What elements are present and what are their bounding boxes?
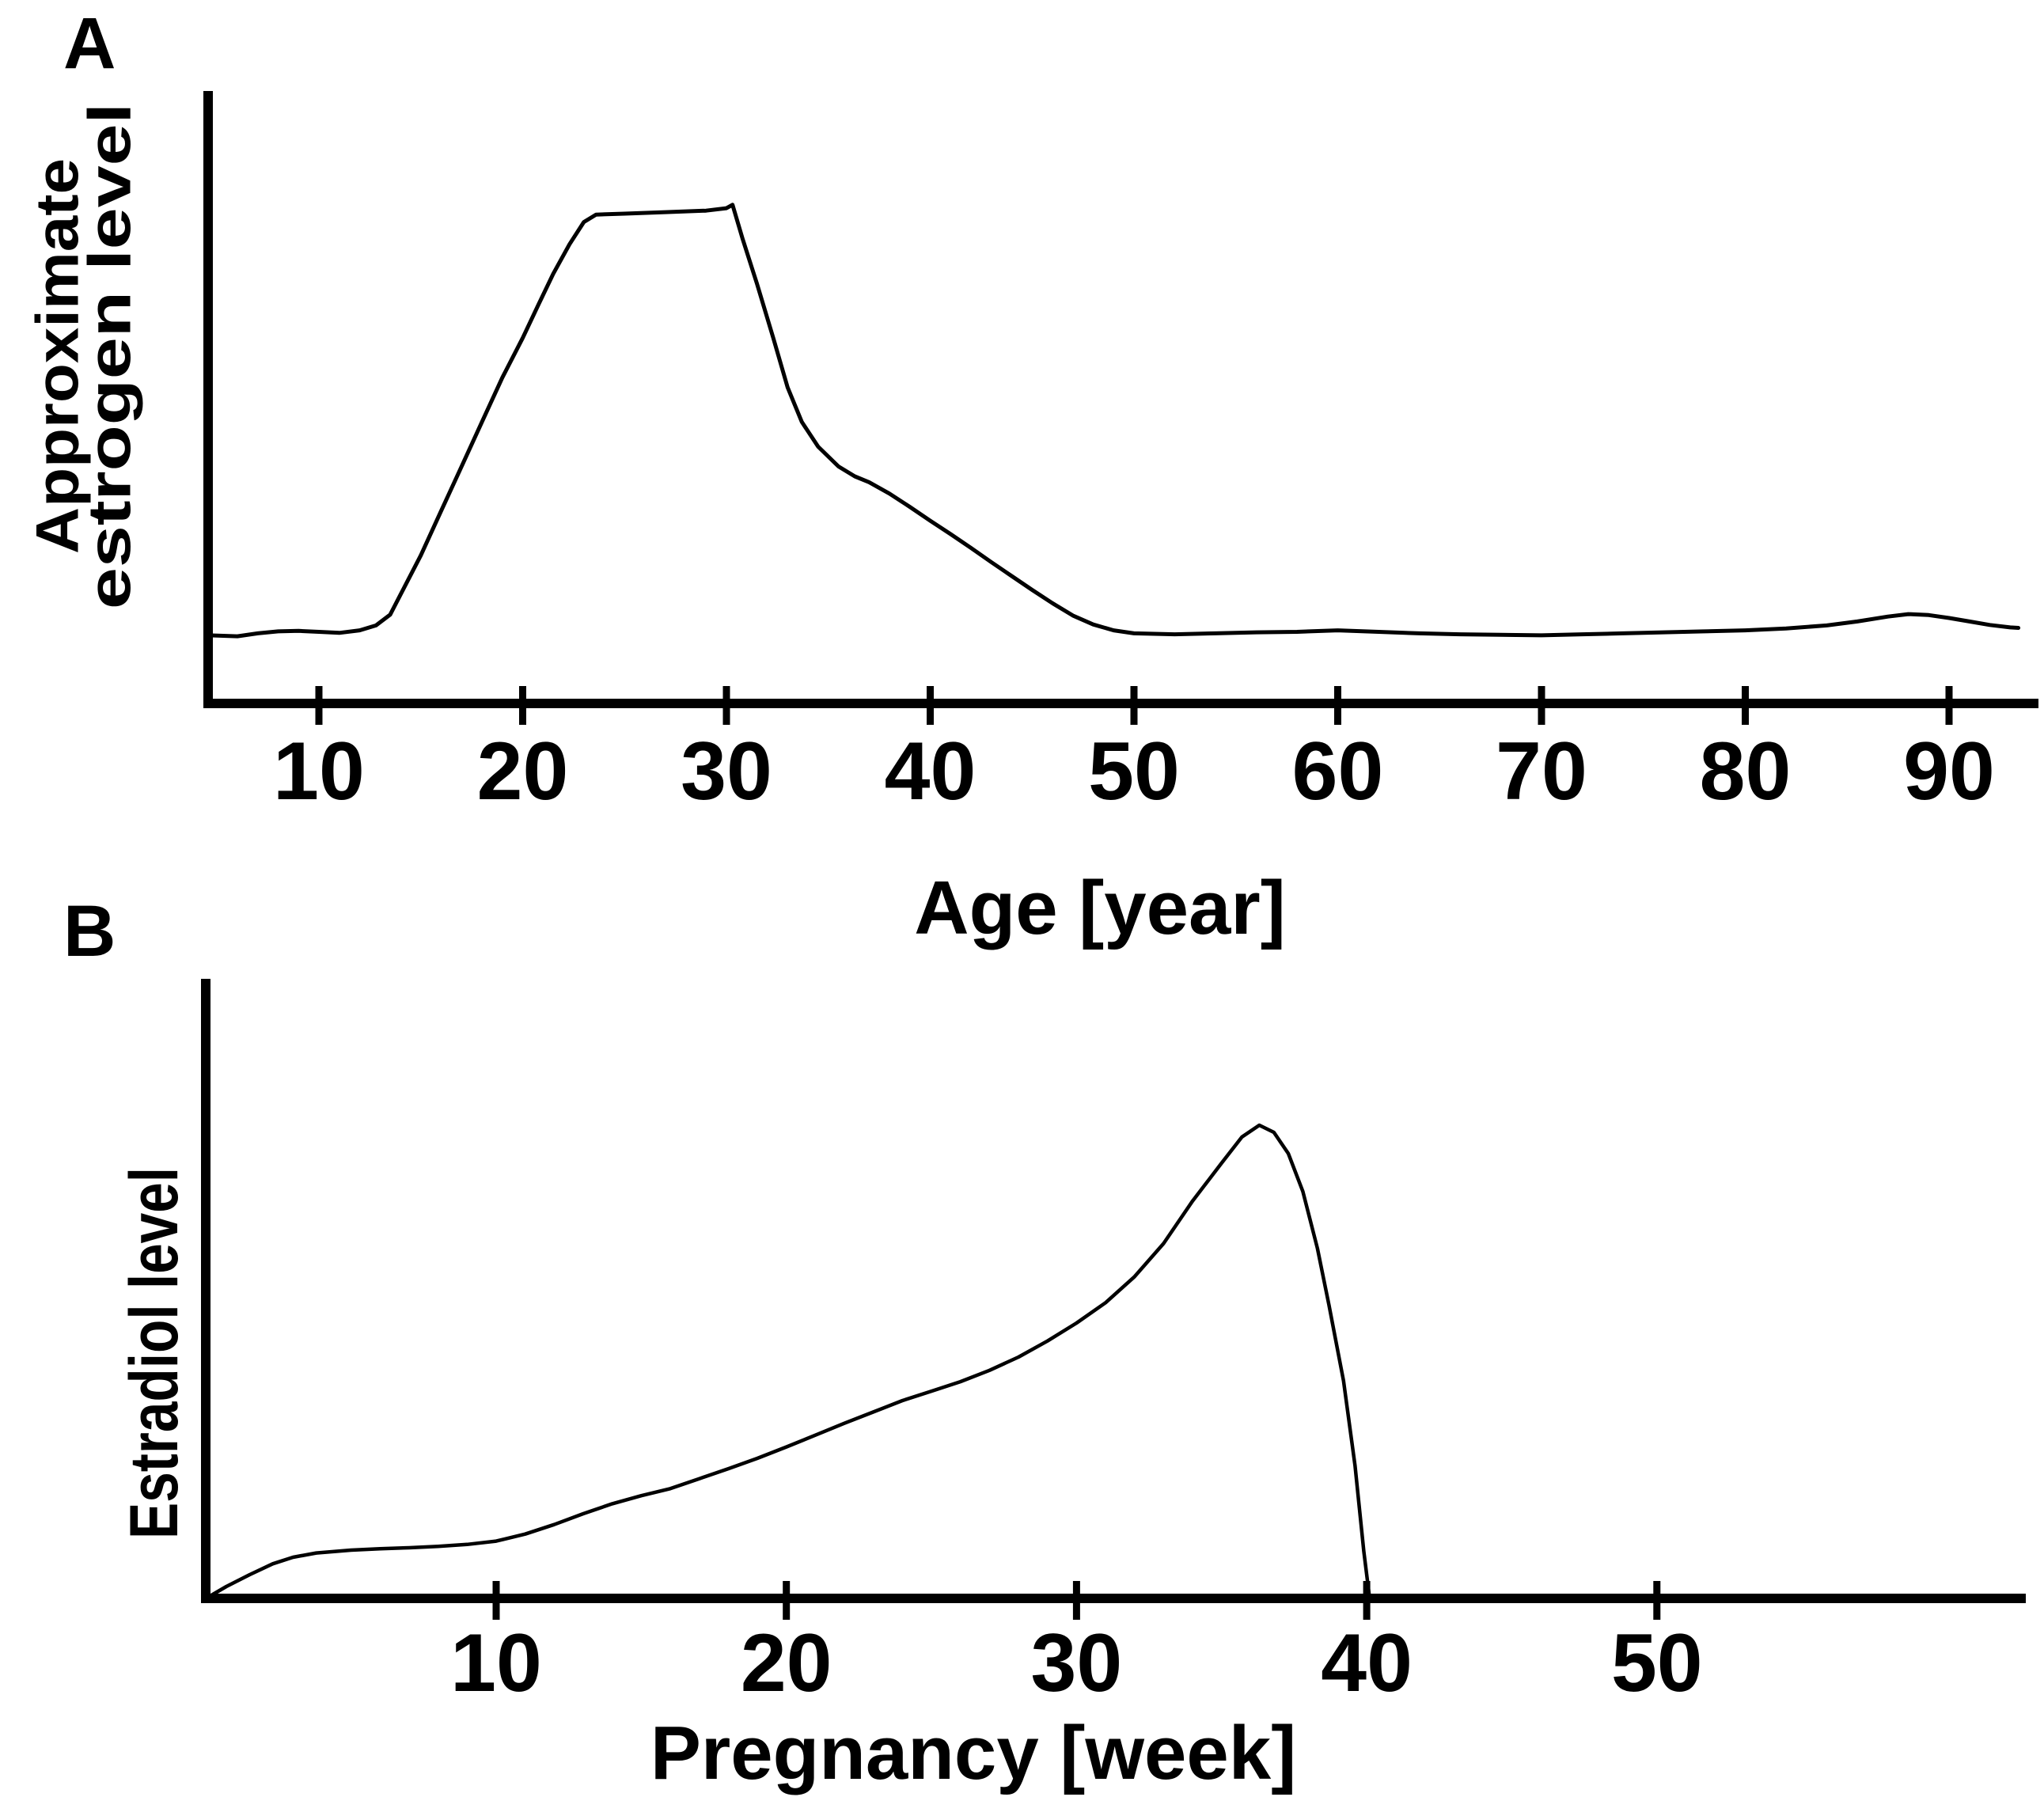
panel-a-x-axis-title: Age [year]: [914, 866, 1286, 950]
y-axis-label-line: estrogen level: [77, 103, 144, 609]
estrogen-curve: [207, 203, 2021, 639]
panel-b: B 10 20 30 40 50 Estradiol level Pregnancy […: [63, 891, 2026, 1795]
panel-a: A 10 20 30 40 50 60 70 80 90 Approximateestrogen…: [25, 3, 2038, 950]
panel-a-axes: 10 20 30 40 50 60 70 80 90: [203, 91, 2038, 817]
panel-b-letter: B: [63, 891, 116, 972]
y-axis-label-line: Approximate: [25, 158, 92, 554]
estradiol-curve: [204, 1123, 1372, 1601]
x-tick-label: 40: [885, 726, 976, 817]
x-tick-label: 30: [1031, 1617, 1123, 1709]
x-tick-label: 90: [1903, 726, 1995, 817]
x-tick-label: 70: [1496, 726, 1587, 817]
x-tick-label: 60: [1292, 726, 1384, 817]
panel-b-x-axis-title: Pregnancy [week]: [650, 1711, 1296, 1795]
x-tick-label: 10: [450, 1617, 542, 1709]
x-tick-label: 50: [1611, 1617, 1703, 1709]
panel-a-letter: A: [63, 3, 116, 84]
panel-b-y-axis-label: Estradiol level: [116, 1167, 192, 1539]
x-tick-label: 20: [477, 726, 569, 817]
x-tick-label: 80: [1700, 726, 1792, 817]
x-tick-label: 40: [1321, 1617, 1413, 1709]
x-tick-label: 20: [741, 1617, 832, 1709]
x-tick-label: 10: [273, 726, 365, 817]
panel-b-axes: 10 20 30 40 50: [201, 979, 2026, 1709]
x-tick-label: 50: [1088, 726, 1180, 817]
x-tick-label: 30: [681, 726, 772, 817]
